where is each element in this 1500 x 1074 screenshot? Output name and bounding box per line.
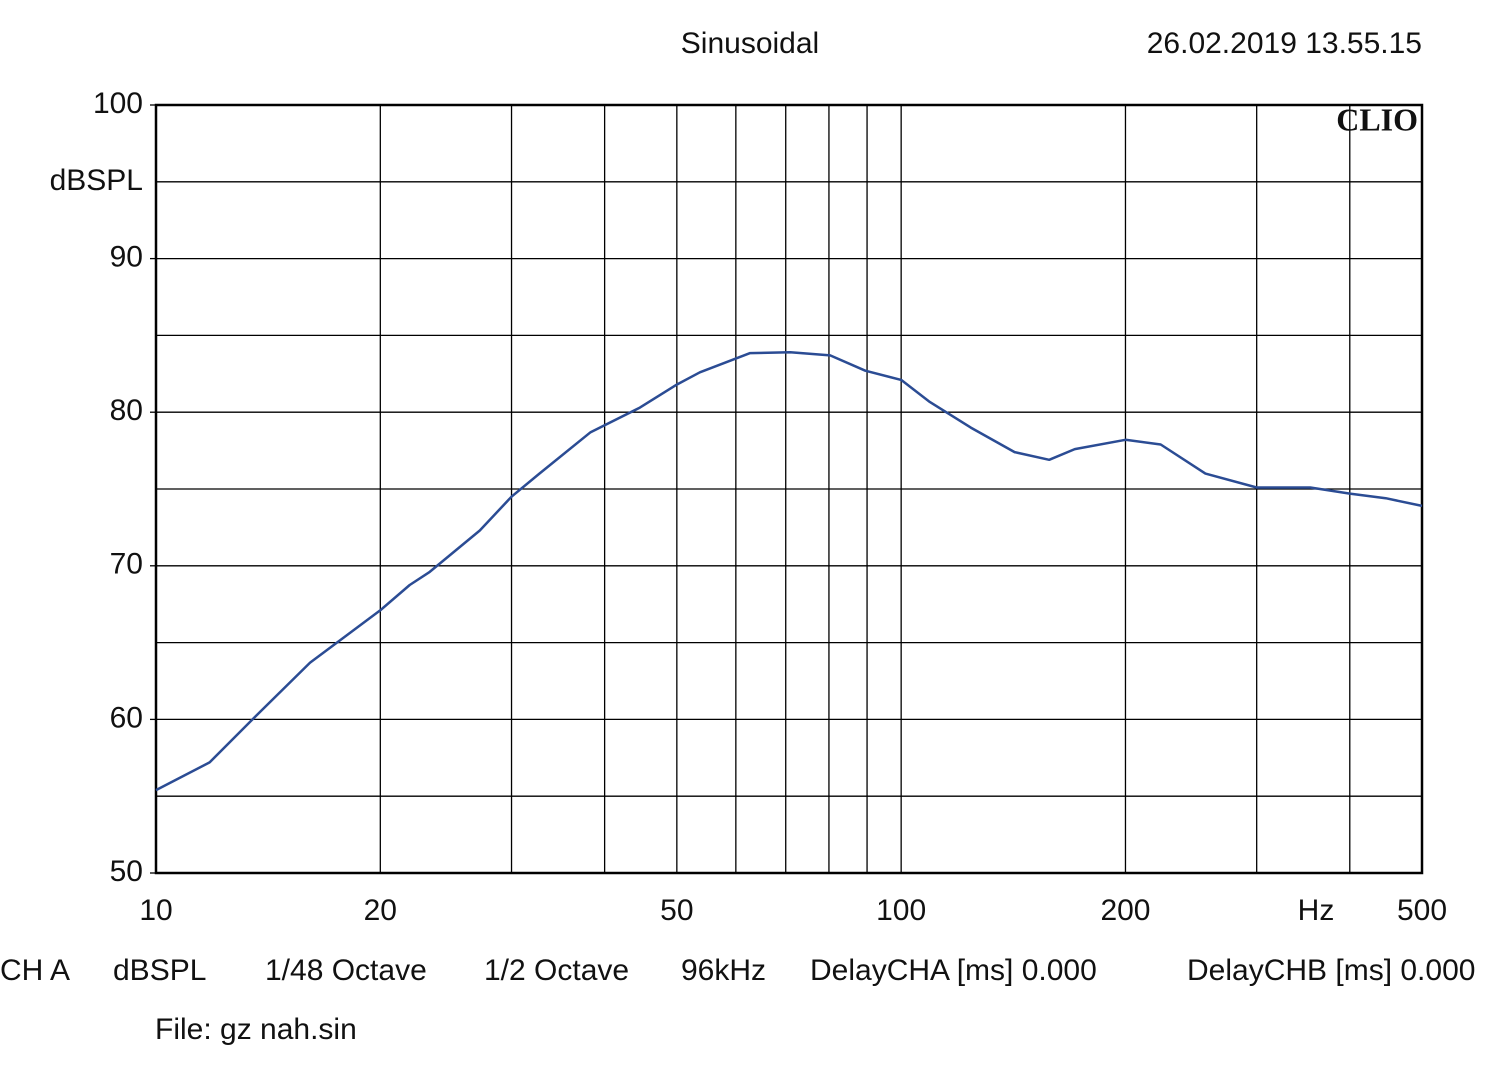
plot-frame [154, 103, 1424, 875]
y-tick-label: 50 [110, 855, 143, 888]
footer-item: 1/48 Octave [265, 954, 427, 987]
data-line [155, 351, 1423, 792]
footer-item: CH A [0, 954, 70, 987]
x-tick-label: 10 [139, 894, 172, 927]
timestamp: 26.02.2019 13.55.15 [1147, 27, 1422, 60]
footer-item: dBSPL [113, 954, 206, 987]
x-tick-label: 200 [1100, 894, 1150, 927]
y-tick-label: 100 [93, 87, 143, 120]
y-tick-label: 80 [110, 394, 143, 427]
y-tick-label: 70 [110, 548, 143, 581]
chart-title: Sinusoidal [681, 27, 819, 60]
y-axis-label: dBSPL [50, 164, 143, 197]
x-axis-label: Hz [1298, 894, 1335, 927]
footer-item: DelayCHB [ms] 0.000 [1187, 954, 1475, 987]
brand: CLIO [1336, 101, 1418, 137]
footer-item: 1/2 Octave [484, 954, 629, 987]
y-tick-label: 60 [110, 701, 143, 734]
x-tick-label: 50 [660, 894, 693, 927]
footer-item: 96kHz [681, 954, 766, 987]
x-tick-label: 100 [876, 894, 926, 927]
x-tick-label: 500 [1397, 894, 1447, 927]
file-name: File: gz nah.sin [155, 1013, 357, 1046]
x-tick-label: 20 [364, 894, 397, 927]
footer-item: DelayCHA [ms] 0.000 [810, 954, 1097, 987]
y-tick-label: 90 [110, 241, 143, 274]
